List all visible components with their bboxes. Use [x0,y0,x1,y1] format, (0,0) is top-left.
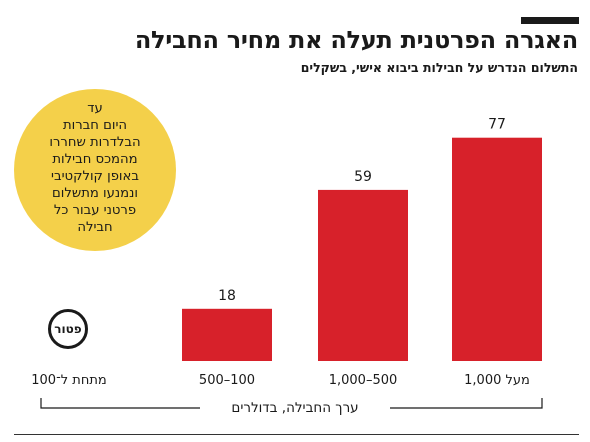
category-label: מעל 1,000 [464,373,530,388]
callout-text: עד היום חברות הבלדרות שחררו מהמכס חבילות… [14,100,176,236]
category-label: 500–100 [199,373,255,388]
bar-group [182,137,542,361]
callout-line: היום חברות [62,118,128,133]
bar-value-label: 59 [354,169,372,185]
bar [452,137,542,361]
footer-rule [14,434,579,435]
callout-line: באופן קולקטיבי [51,169,139,184]
chart-subtitle: התשלום הנדרש על חבילות ביבוא אישי, בשקלי… [300,60,578,75]
callout-circle [14,89,176,251]
callout-line: הבלדרות שחררו [49,135,141,150]
callout-line: מהמכס חבילות [52,152,138,167]
callout-line: עד [87,101,103,116]
bar [318,189,408,361]
category-label-group: מתחת ל־100 500–100 1,000–500 מעל 1,000 [31,373,530,388]
x-axis-title: ערך החבילה, בדולרים [200,400,390,416]
chart-title: האגרה הפרטנית תעלה את מחיר החבילה [134,26,578,54]
bar [182,308,272,361]
exempt-badge: פטור [48,309,88,349]
category-label: 1,000–500 [329,373,398,388]
category-label: מתחת ל־100 [31,373,106,388]
callout-line: ונמנעו מתשלום [52,186,138,201]
bar-value-label: 18 [218,288,236,304]
callout-line: פרטני עבור כל [53,203,137,218]
header-rule [521,17,579,24]
bar-value-label: 77 [488,117,506,133]
callout-line: חבילה [77,220,113,235]
value-label-group: 18 59 77 [218,117,506,304]
